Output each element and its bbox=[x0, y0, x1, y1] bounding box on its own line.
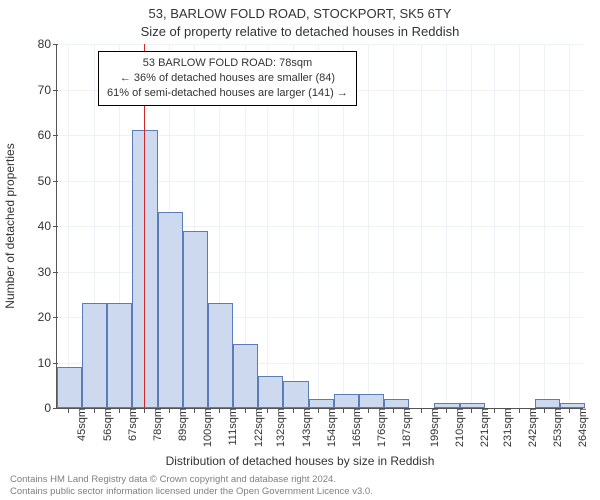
histogram-bar bbox=[57, 367, 82, 408]
y-tick-label: 70 bbox=[38, 83, 57, 97]
y-tick-label: 20 bbox=[38, 310, 57, 324]
x-tick-label: 122sqm bbox=[245, 408, 265, 447]
y-tick-label: 50 bbox=[38, 174, 57, 188]
histogram-bar bbox=[434, 403, 459, 408]
gridline-v bbox=[569, 44, 570, 408]
histogram-bar bbox=[158, 212, 183, 408]
histogram-bar bbox=[283, 381, 308, 408]
x-tick-label: 56sqm bbox=[94, 408, 114, 441]
x-tick-label: 132sqm bbox=[267, 408, 287, 447]
footer-line1: Contains HM Land Registry data © Crown c… bbox=[10, 474, 373, 485]
histogram-bar bbox=[359, 394, 384, 408]
histogram-bar bbox=[183, 231, 208, 408]
y-axis-label: Number of detached properties bbox=[3, 143, 17, 308]
histogram-bar bbox=[208, 303, 233, 408]
footer-attribution: Contains HM Land Registry data © Crown c… bbox=[10, 474, 373, 497]
gridline-v bbox=[446, 44, 447, 408]
x-tick-label: 67sqm bbox=[119, 408, 139, 441]
histogram-bar bbox=[309, 399, 334, 408]
x-tick-label: 143sqm bbox=[293, 408, 313, 447]
x-tick-label: 89sqm bbox=[169, 408, 189, 441]
annotation-line3: 61% of semi-detached houses are larger (… bbox=[107, 86, 348, 101]
chart-title-line1: 53, BARLOW FOLD ROAD, STOCKPORT, SK5 6TY bbox=[0, 6, 600, 21]
x-tick-label: 45sqm bbox=[68, 408, 88, 441]
x-tick-label: 253sqm bbox=[544, 408, 564, 447]
histogram-bar bbox=[233, 344, 258, 408]
gridline-v bbox=[471, 44, 472, 408]
gridline-h bbox=[57, 44, 583, 45]
chart-title-line2: Size of property relative to detached ho… bbox=[0, 24, 600, 39]
x-tick-label: 100sqm bbox=[194, 408, 214, 447]
histogram-bar bbox=[560, 403, 585, 408]
x-axis-label: Distribution of detached houses by size … bbox=[0, 454, 600, 468]
annotation-line1: 53 BARLOW FOLD ROAD: 78sqm bbox=[107, 56, 348, 71]
x-tick-label: 165sqm bbox=[343, 408, 363, 447]
gridline-v bbox=[494, 44, 495, 408]
histogram-bar bbox=[384, 399, 409, 408]
gridline-v bbox=[544, 44, 545, 408]
gridline-v bbox=[421, 44, 422, 408]
y-tick-label: 80 bbox=[38, 37, 57, 51]
histogram-bar bbox=[107, 303, 132, 408]
x-tick-label: 176sqm bbox=[368, 408, 388, 447]
x-tick-label: 154sqm bbox=[318, 408, 338, 447]
y-tick-label: 10 bbox=[38, 356, 57, 370]
x-tick-label: 187sqm bbox=[393, 408, 413, 447]
x-tick-label: 210sqm bbox=[446, 408, 466, 447]
x-tick-label: 111sqm bbox=[219, 408, 239, 446]
y-tick-label: 40 bbox=[38, 219, 57, 233]
gridline-v bbox=[519, 44, 520, 408]
gridline-v bbox=[368, 44, 369, 408]
histogram-bar bbox=[258, 376, 283, 408]
y-tick-label: 30 bbox=[38, 265, 57, 279]
annotation-box: 53 BARLOW FOLD ROAD: 78sqm ← 36% of deta… bbox=[98, 51, 357, 106]
histogram-bar bbox=[334, 394, 359, 408]
x-tick-label: 221sqm bbox=[471, 408, 491, 447]
x-tick-label: 199sqm bbox=[421, 408, 441, 447]
x-tick-label: 78sqm bbox=[144, 408, 164, 441]
gridline-v bbox=[68, 44, 69, 408]
x-tick-label: 231sqm bbox=[494, 408, 514, 447]
chart-container: 53, BARLOW FOLD ROAD, STOCKPORT, SK5 6TY… bbox=[0, 0, 600, 500]
x-tick-label: 242sqm bbox=[519, 408, 539, 447]
histogram-bar bbox=[82, 303, 107, 408]
footer-line2: Contains public sector information licen… bbox=[10, 486, 373, 497]
histogram-bar bbox=[460, 403, 485, 408]
histogram-bar bbox=[535, 399, 560, 408]
annotation-line2: ← 36% of detached houses are smaller (84… bbox=[107, 71, 348, 86]
y-tick-label: 0 bbox=[44, 401, 57, 415]
gridline-v bbox=[393, 44, 394, 408]
y-tick-label: 60 bbox=[38, 128, 57, 142]
histogram-bar bbox=[132, 130, 157, 408]
x-tick-label: 264sqm bbox=[569, 408, 589, 447]
